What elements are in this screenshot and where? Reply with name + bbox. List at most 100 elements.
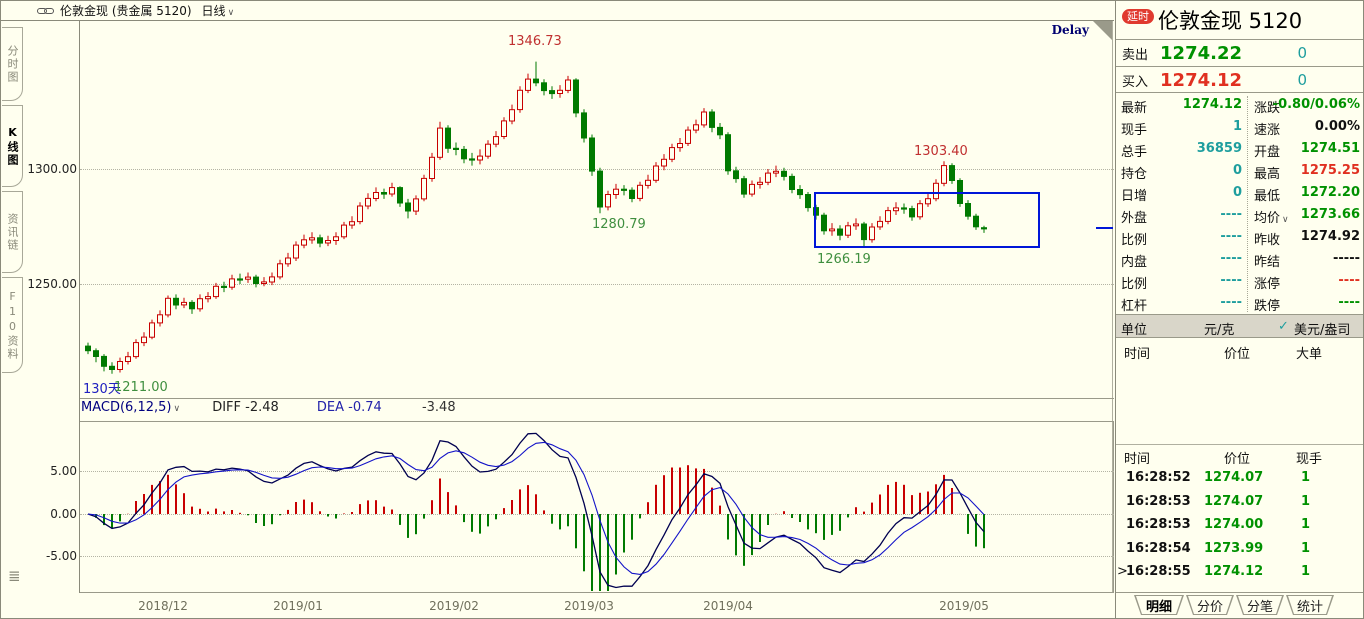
tick-row: 16:28:52 1274.07 1 bbox=[1116, 470, 1363, 493]
tick-volume: 1 bbox=[1300, 470, 1310, 485]
x-tick-label: 2019/05 bbox=[939, 599, 989, 613]
stats-row: 比例 ---- 昨收 1274.92 bbox=[1116, 226, 1363, 248]
quote-tab-4[interactable]: 统计 bbox=[1286, 595, 1334, 615]
stats-row: 日增 0 最低 1272.20 bbox=[1116, 182, 1363, 204]
x-tick-label: 2019/01 bbox=[273, 599, 323, 613]
tab-shape bbox=[1287, 596, 1333, 614]
tick-volume: 1 bbox=[1300, 517, 1310, 532]
stat-value: 1275.25 bbox=[1300, 163, 1360, 178]
chevron-down-icon: ∨ bbox=[227, 8, 235, 18]
stat-value: ---- bbox=[1338, 295, 1360, 310]
stat-label: 总手 bbox=[1121, 145, 1148, 160]
stat-value: ---- bbox=[1220, 251, 1242, 266]
stats-row: 内盘 ---- 昨结 ----- bbox=[1116, 248, 1363, 270]
sidebar-tab-1[interactable]: 分时图 bbox=[2, 27, 23, 101]
stat-label: 昨结 bbox=[1254, 255, 1281, 270]
stat-value: ---- bbox=[1220, 295, 1242, 310]
annotation-period-high: 1346.73 bbox=[508, 34, 562, 49]
stat-label[interactable]: 均价 ∨ bbox=[1254, 211, 1289, 226]
quote-tab-label: 分价 bbox=[1196, 599, 1223, 615]
sidebar-tab-label: 资讯链 bbox=[6, 212, 19, 252]
stats-row: 最新 1274.12 涨跌 -0.80/0.06% bbox=[1116, 94, 1363, 116]
last-price-marker bbox=[1096, 227, 1113, 229]
stat-label: 涨跌 bbox=[1254, 101, 1281, 116]
stat-value: 1274.12 bbox=[1182, 97, 1242, 112]
current-row-marker: > bbox=[1117, 564, 1128, 579]
stat-label: 开盘 bbox=[1254, 145, 1281, 160]
kline-chart-area[interactable]: 1346.73 1280.79 1303.40 1266.19 130天 121… bbox=[79, 21, 1114, 593]
gridline-macd-0 bbox=[80, 514, 1114, 515]
symbol-title: 伦敦金现 (贵金属 5120) bbox=[60, 4, 192, 18]
quote-tab-label: 统计 bbox=[1296, 599, 1323, 615]
stat-label: 最高 bbox=[1254, 167, 1281, 182]
stat-label: 比例 bbox=[1121, 233, 1148, 248]
x-tick-label: 2018/12 bbox=[138, 599, 188, 613]
stat-label: 日增 bbox=[1121, 189, 1148, 204]
chevron-down-icon: ∨ bbox=[1282, 215, 1289, 225]
tab-shape bbox=[1237, 596, 1283, 614]
y-label-1250: 1250.00 bbox=[27, 277, 77, 291]
unit-option-ounce[interactable]: 美元/盎司 bbox=[1294, 323, 1351, 338]
consolidation-box-drawing[interactable] bbox=[814, 192, 1040, 248]
quote-tab-2[interactable]: 分价 bbox=[1186, 595, 1234, 615]
tick-row: 16:28:53 1274.00 1 bbox=[1116, 517, 1363, 540]
stat-value: ---- bbox=[1220, 229, 1242, 244]
unit-row: 单位 元/克 ✓ 美元/盎司 bbox=[1116, 314, 1363, 338]
stat-label: 昨收 bbox=[1254, 233, 1281, 248]
quote-panel: 延时 伦敦金现 5120 卖出 1274.22 0 买入 1274.12 0 最… bbox=[1115, 1, 1363, 618]
delay-badge: 延时 bbox=[1122, 9, 1154, 24]
tick-volume: 1 bbox=[1300, 540, 1310, 556]
chart-header: 伦敦金现 (贵金属 5120) 日线 ∨ bbox=[1, 1, 1114, 21]
period-dropdown[interactable]: 日线 ∨ bbox=[201, 4, 235, 18]
candlestick-svg[interactable] bbox=[80, 21, 1114, 593]
stat-value: ---- bbox=[1220, 207, 1242, 222]
link-icon[interactable] bbox=[37, 6, 54, 16]
annotation-lookback: 130天 bbox=[83, 382, 121, 397]
bid-row: 买入 1274.12 0 bbox=[1116, 66, 1363, 93]
divider bbox=[1116, 92, 1363, 93]
quote-tab-1[interactable]: 明细 bbox=[1134, 595, 1184, 615]
menu-list-icon[interactable]: ≣ bbox=[8, 567, 21, 585]
stats-row: 外盘 ---- 均价 ∨ 1273.66 bbox=[1116, 204, 1363, 226]
stat-label: 速涨 bbox=[1254, 123, 1281, 138]
col-volume: 现手 bbox=[1296, 452, 1323, 467]
stats-row: 比例 ---- 涨停 ---- bbox=[1116, 270, 1363, 292]
sidebar-tab-4[interactable]: F10资料 bbox=[2, 277, 23, 373]
stat-label: 外盘 bbox=[1121, 211, 1148, 226]
unit-option-gram[interactable]: 元/克 bbox=[1204, 323, 1235, 338]
stat-label: 杠杆 bbox=[1121, 299, 1148, 314]
chevron-down-icon: ∨ bbox=[173, 404, 181, 414]
stat-value: 1274.51 bbox=[1300, 141, 1360, 156]
quote-bottom-tabs: 明细 分价 分笔 统计 bbox=[1116, 592, 1363, 616]
x-tick-label: 2019/02 bbox=[429, 599, 479, 613]
bid-price: 1274.12 bbox=[1160, 69, 1242, 91]
x-tick-label: 2019/04 bbox=[703, 599, 753, 613]
tick-volume: 1 bbox=[1300, 493, 1310, 509]
macd-params-dropdown[interactable]: MACD(6,12,5) ∨ bbox=[81, 400, 181, 415]
quote-tab-3[interactable]: 分笔 bbox=[1236, 595, 1284, 615]
tick-time: 16:28:54 bbox=[1126, 540, 1191, 556]
stat-value: 1272.20 bbox=[1300, 185, 1360, 200]
divider bbox=[1116, 444, 1363, 445]
sidebar-tab-label: 分时图 bbox=[6, 44, 19, 84]
col-bigorder: 大单 bbox=[1296, 347, 1323, 362]
stat-value: 36859 bbox=[1196, 141, 1242, 156]
stat-value: ---- bbox=[1220, 273, 1242, 288]
tick-row: >16:28:55 1274.12 1 bbox=[1116, 564, 1363, 587]
sidebar-tab-2[interactable]: K线图 bbox=[2, 105, 23, 187]
sidebar-tab-3[interactable]: 资讯链 bbox=[2, 191, 23, 273]
tick-time: 16:28:52 bbox=[1126, 470, 1191, 485]
tick-volume: 1 bbox=[1300, 564, 1310, 579]
pane-separator bbox=[80, 398, 1114, 399]
y-label-1300: 1300.00 bbox=[27, 162, 77, 176]
stat-value: 0.00% bbox=[1314, 119, 1360, 134]
y-label-macd-neg5: -5.00 bbox=[45, 549, 77, 563]
stat-label: 跌停 bbox=[1254, 299, 1281, 314]
stat-value: 1274.92 bbox=[1300, 229, 1360, 244]
gridline-macd-5 bbox=[80, 471, 1114, 472]
tick-price: 1274.00 bbox=[1204, 517, 1264, 532]
ask-price: 1274.22 bbox=[1160, 42, 1242, 64]
stats-row: 杠杆 ---- 跌停 ---- bbox=[1116, 292, 1363, 314]
stat-value: 1273.66 bbox=[1300, 207, 1360, 222]
